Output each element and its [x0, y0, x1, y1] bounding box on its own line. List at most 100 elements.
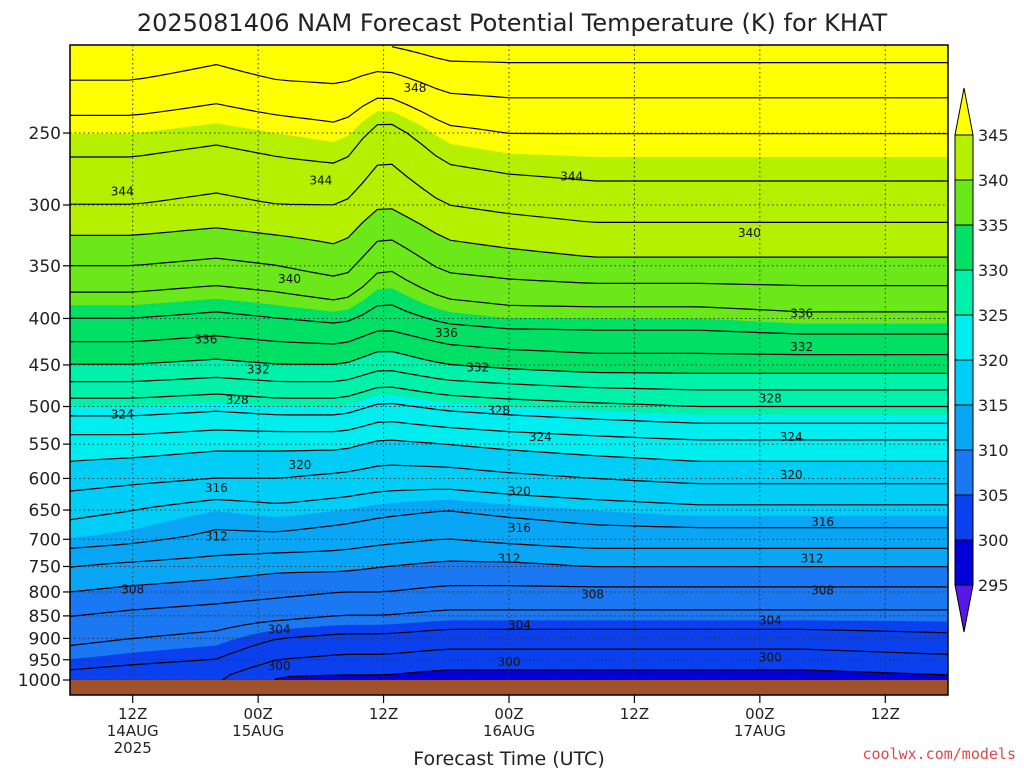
contour-label: 336	[194, 333, 217, 347]
contour-label: 300	[759, 651, 782, 665]
contour-lines	[70, 46, 948, 680]
contour-label: 308	[811, 583, 834, 597]
contour-label: 304	[759, 613, 782, 627]
contour-label: 300	[268, 659, 291, 673]
y-tick-label: 500	[29, 398, 61, 418]
credit-text[interactable]: coolwx.com/models	[862, 745, 1016, 763]
colorbar-swatch	[954, 179, 974, 226]
x-tick-label: 17AUG	[734, 722, 786, 740]
contour-label: 308	[121, 582, 144, 596]
colorbar-tick-label: 335	[978, 216, 1009, 235]
colorbar-swatch	[954, 269, 974, 316]
contour-label: 300	[498, 655, 521, 669]
y-tick-label: 400	[29, 309, 61, 329]
colorbar-swatch	[954, 314, 974, 361]
colorbar-upper-arrow	[954, 87, 974, 136]
colorbar-swatch	[954, 224, 974, 271]
colorbar-tick-label: 340	[978, 171, 1009, 190]
contour-label: 304	[268, 623, 291, 637]
contour-label: 332	[466, 361, 489, 375]
band-300	[70, 620, 948, 680]
chart-title: 2025081406 NAM Forecast Potential Temper…	[137, 9, 888, 37]
y-tick-label: 350	[29, 257, 61, 277]
isentrope-306	[70, 609, 948, 647]
colorbar-swatch	[954, 539, 974, 586]
contour-label: 328	[226, 393, 249, 407]
isentrope-336	[70, 270, 948, 313]
isentrope-302	[221, 648, 948, 680]
contour-label: 320	[288, 458, 311, 472]
contour-label: 344	[111, 185, 134, 199]
pressure-axis: 2503003504004505005506006507007508008509…	[18, 124, 70, 691]
y-tick-label: 300	[29, 196, 61, 216]
x-tick-label: 15AUG	[232, 722, 284, 740]
x-tick-label: 14AUG	[107, 722, 159, 740]
isentrope-332	[70, 330, 948, 356]
colorbar-tick-label: 310	[978, 441, 1009, 460]
y-tick-label: 1000	[18, 671, 61, 691]
isentrope-322	[70, 420, 948, 441]
contour-label: 312	[205, 529, 228, 543]
isentrope-304	[70, 628, 948, 671]
isentrope-308	[70, 585, 948, 617]
isentrope-350	[391, 46, 948, 64]
colorbar-tick-label: 315	[978, 396, 1009, 415]
x-tick-label: 00Z	[243, 705, 272, 723]
contour-label: 328	[759, 392, 782, 406]
contour-label: 328	[487, 403, 510, 417]
contour-label: 308	[581, 587, 604, 601]
x-tick-label: 16AUG	[483, 722, 535, 740]
contour-label: 348	[403, 81, 426, 95]
colorbar-tick-label: 295	[978, 576, 1009, 595]
x-tick-label: 12Z	[620, 705, 649, 723]
isentrope-338	[70, 239, 948, 287]
isentrope-340	[70, 208, 948, 258]
x-tick-label: 12Z	[871, 705, 900, 723]
x-tick-label: 2025	[114, 739, 152, 757]
isentrope-314	[70, 510, 948, 549]
y-tick-label: 950	[29, 651, 61, 671]
contour-label: 324	[780, 430, 803, 444]
contour-label: 316	[508, 521, 531, 535]
y-tick-label: 700	[29, 530, 61, 550]
colorbar-swatch	[954, 449, 974, 496]
colorbar-swatch	[954, 134, 974, 181]
colorbar-tick-label: 325	[978, 306, 1009, 325]
x-tick-label: 12Z	[118, 705, 147, 723]
contour-label: 316	[811, 515, 834, 529]
x-tick-label: 00Z	[494, 705, 523, 723]
isentrope-300	[274, 669, 948, 680]
contour-label: 324	[111, 407, 134, 421]
contour-label: 320	[508, 484, 531, 498]
y-tick-label: 650	[29, 501, 61, 521]
contour-label: 304	[508, 618, 531, 632]
contour-label: 336	[435, 326, 458, 340]
x-axis-label: Forecast Time (UTC)	[413, 748, 604, 768]
contour-label: 332	[247, 362, 270, 376]
y-tick-label: 250	[29, 124, 61, 144]
contour-label: 340	[278, 272, 301, 286]
y-tick-label: 800	[29, 583, 61, 603]
contour-label: 336	[790, 307, 813, 321]
y-tick-label: 600	[29, 469, 61, 489]
x-tick-label: 12Z	[369, 705, 398, 723]
isentrope-334	[70, 304, 948, 335]
isentrope-324	[70, 402, 948, 424]
contour-label: 312	[801, 552, 824, 566]
contour-label: 324	[529, 430, 552, 444]
isentrope-346	[70, 97, 948, 135]
ground-surface	[70, 680, 948, 695]
y-tick-label: 550	[29, 435, 61, 455]
colorbar-tick-label: 330	[978, 261, 1009, 280]
colorbar-tick-label: 305	[978, 486, 1009, 505]
contour-label: 332	[790, 340, 813, 354]
y-tick-label: 750	[29, 557, 61, 577]
isentrope-326	[70, 386, 948, 408]
colorbar-swatch	[954, 359, 974, 406]
contour-labels: 348 344 344 344 340 340 336 336 336 332 332 332 328 3…	[111, 81, 834, 673]
colorbar-swatch	[954, 494, 974, 541]
y-tick-label: 850	[29, 607, 61, 627]
contour-label: 312	[498, 552, 521, 566]
isentrope-342	[70, 163, 948, 223]
